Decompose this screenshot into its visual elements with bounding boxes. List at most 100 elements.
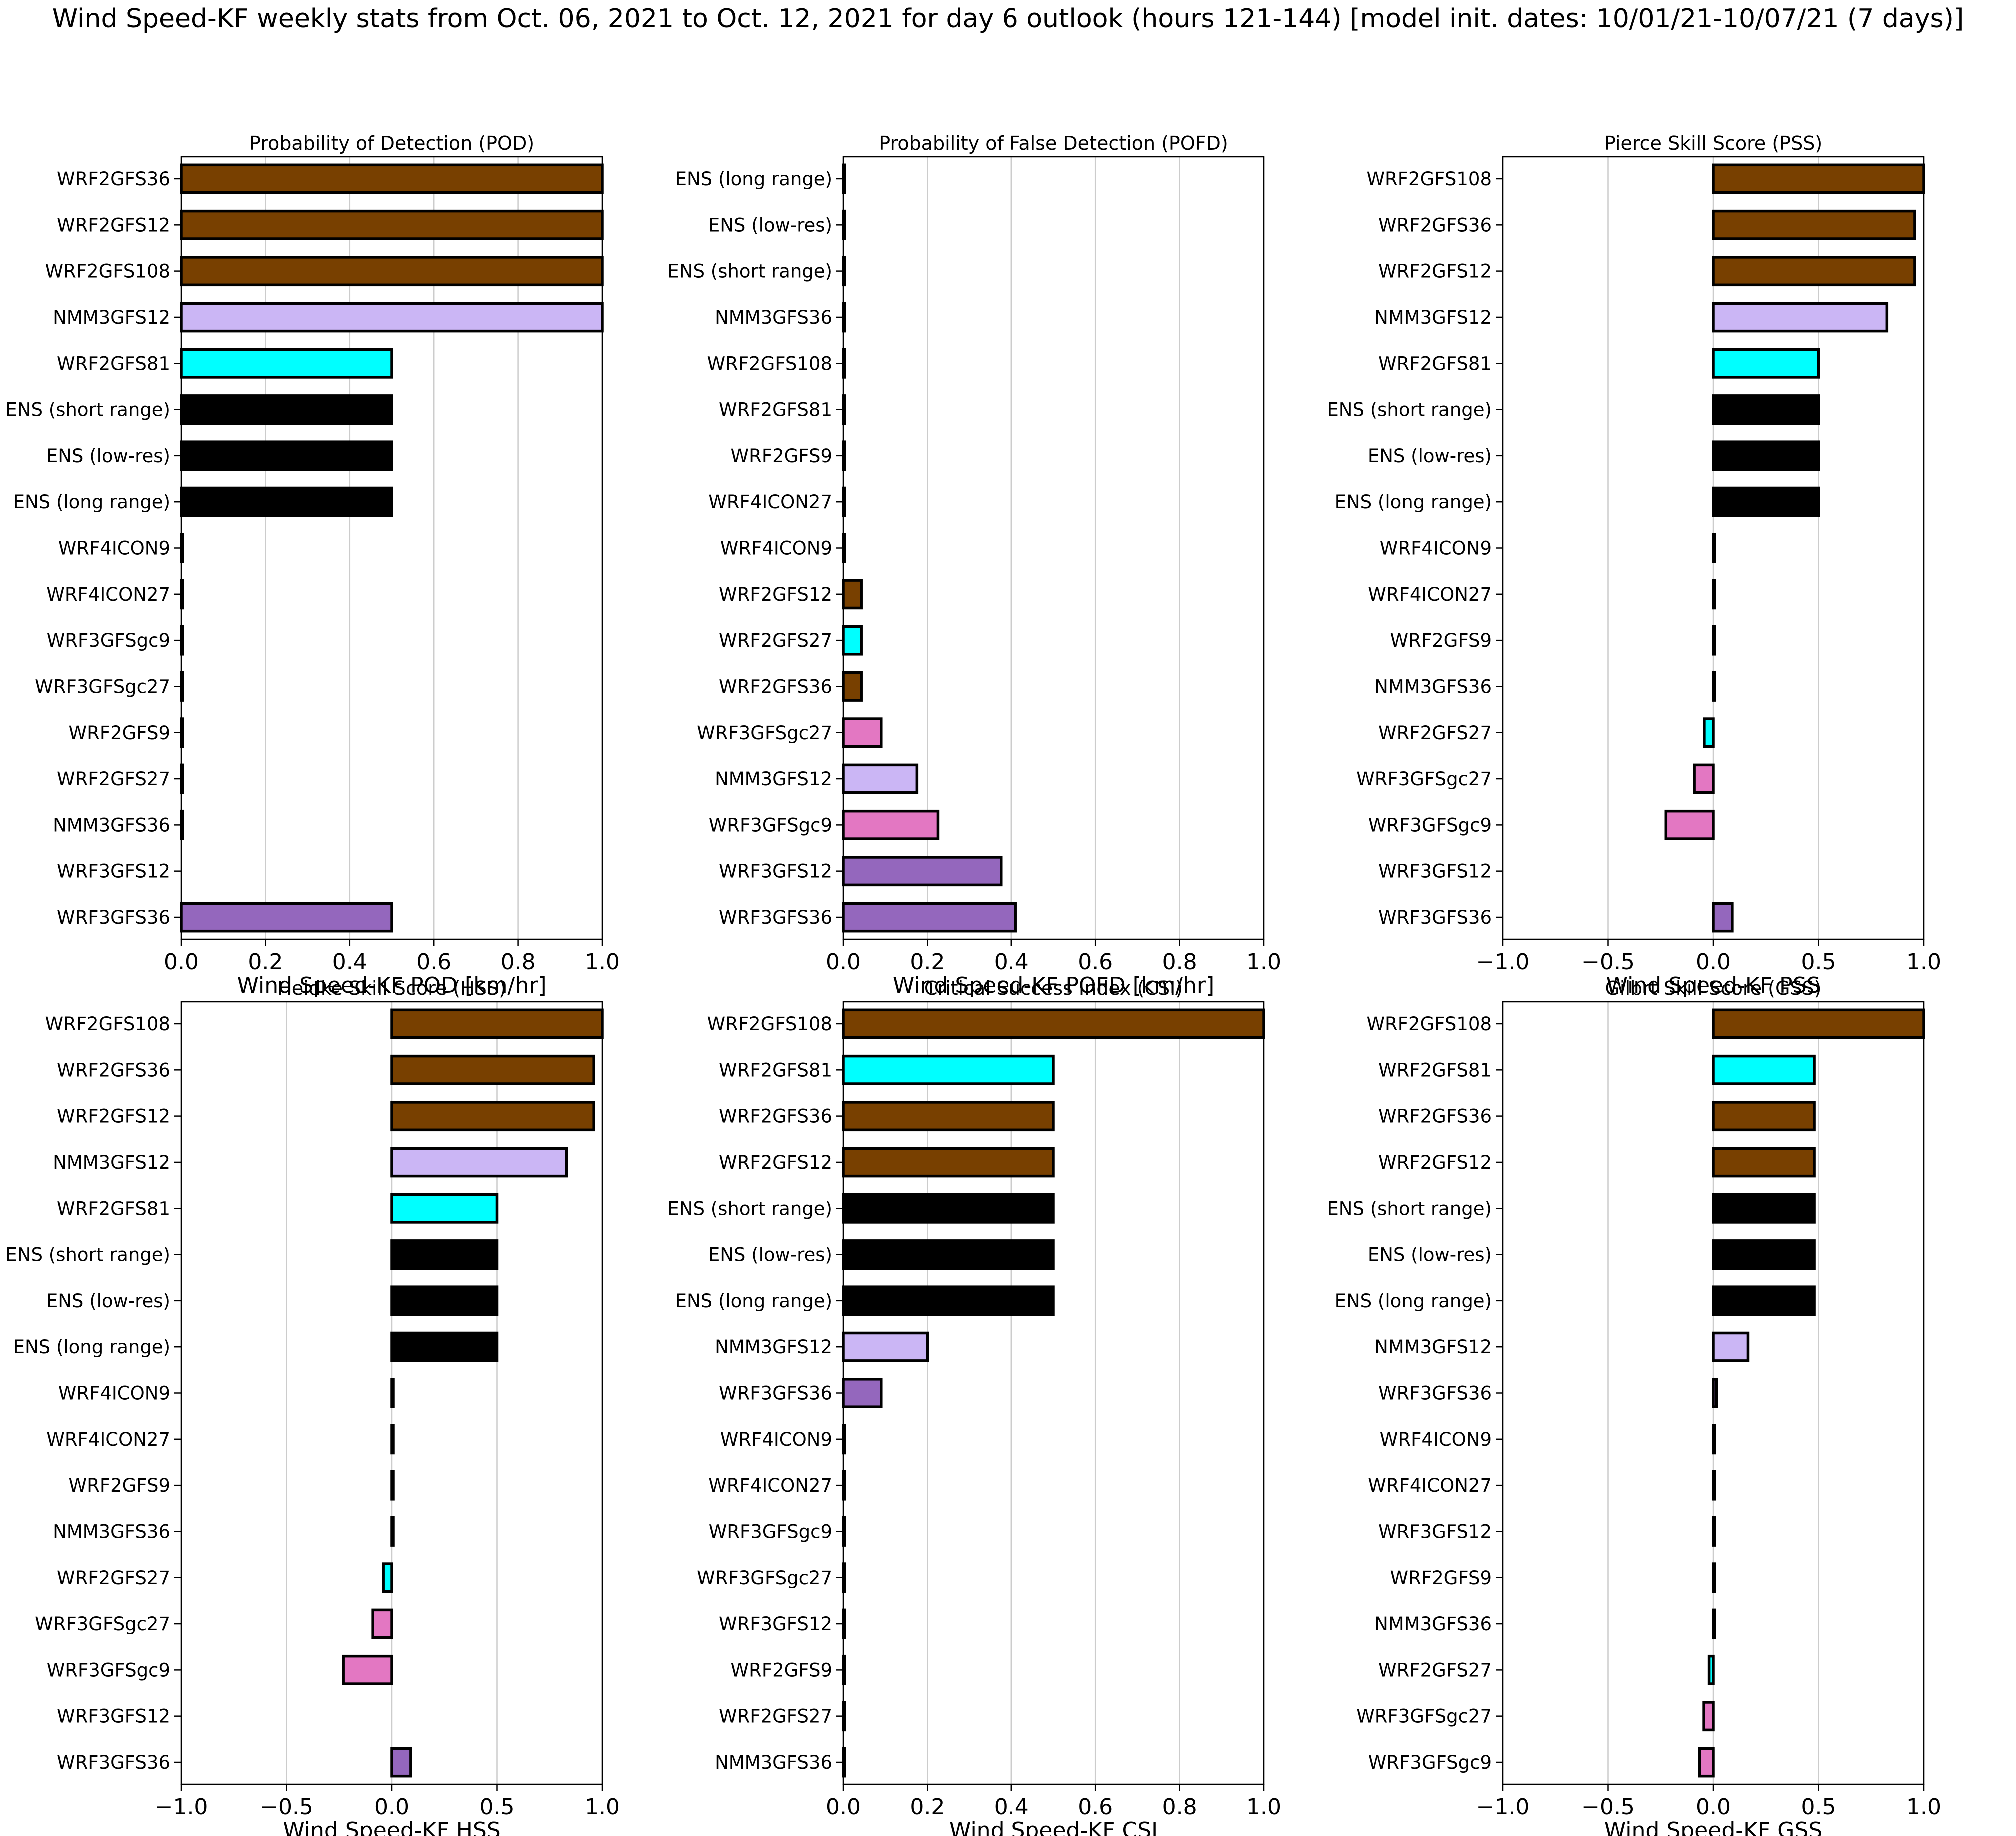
y-tick-label: WRF2GFS12 [719,584,832,605]
y-tick-label: WRF3GFS36 [719,907,832,928]
bar [180,348,393,379]
y-tick-label: WRF2GFS12 [57,214,170,236]
bar [1712,1285,1816,1316]
y-tick-label: WRF3GFSgc9 [1368,814,1492,836]
x-tick-label: 0.4 [332,949,367,975]
y-tick-label: ENS (short range) [1327,399,1492,421]
bar [382,1562,393,1593]
bar [1712,1101,1816,1132]
bar [1712,348,1820,379]
bar [1712,1562,1716,1593]
axes-frame [842,156,1265,940]
y-tick-label: WRF2GFS27 [57,1567,170,1589]
y-tick-label: WRF2GFS81 [719,399,832,421]
y-tick-label: WRF4ICON9 [1380,538,1492,559]
y-tick-label: WRF4ICON27 [46,1429,170,1450]
bar [842,809,940,840]
y-tick-label: WRF2GFS9 [731,445,832,467]
bar [842,1193,1055,1224]
y-tick-label: NMM3GFS36 [53,814,170,836]
x-tick-label: 0.5 [1801,949,1836,975]
x-tick-label: 1.0 [585,949,620,975]
y-tick-label: WRF3GFS36 [57,907,170,928]
bar [390,1516,395,1547]
y-tick-label: WRF2GFS36 [57,168,170,190]
bar [390,1239,499,1270]
bar [842,1054,1055,1085]
panel-title: Probability of False Detection (POFD) [879,132,1228,154]
x-tick-label: 0.0 [1696,1794,1731,1820]
y-tick-label: WRF3GFSgc27 [697,722,832,744]
panel-4: WRF2GFS108 WRF2GFS36 WRF2GFS12 NMM3GFS12 WRF… [5,977,620,1836]
bar [180,440,393,471]
y-tick-label: ENS (short range) [667,261,832,282]
x-tick-label: 0.2 [910,949,945,975]
y-tick-label: WRF4ICON27 [708,1475,832,1496]
y-tick-label: WRF3GFSgc9 [47,1659,170,1681]
y-tick-label: WRF3GFSgc9 [709,814,832,836]
bar [1712,163,1925,194]
bar [180,902,393,933]
y-tick-label: ENS (short range) [5,1244,170,1266]
x-tick-label: 0.4 [994,1794,1029,1820]
y-tick-label: WRF3GFSgc27 [35,676,170,697]
y-tick-label: NMM3GFS36 [53,1521,170,1542]
x-axis-label: Wind Speed-KF CSI [949,1818,1158,1836]
bar [1712,579,1716,610]
bar [1712,1378,1718,1408]
bar [180,394,393,425]
x-axis-label: Wind Speed-KF POFD [km/hr] [893,973,1214,998]
y-tick-label: WRF2GFS12 [719,1152,832,1173]
y-tick-label: WRF2GFS36 [719,1106,832,1127]
y-tick-label: WRF2GFS9 [1390,630,1492,651]
x-tick-label: 1.0 [585,1794,620,1820]
y-tick-label: NMM3GFS36 [1374,676,1492,697]
y-tick-label: ENS (long range) [1335,491,1492,513]
y-tick-label: WRF2GFS36 [1378,214,1492,236]
y-tick-label: ENS (long range) [675,168,832,190]
bar [1712,256,1916,287]
bar [1712,1054,1816,1085]
y-tick-label: WRF3GFSgc27 [697,1567,832,1589]
y-tick-label: WRF4ICON27 [46,584,170,605]
panel-title: Probability of Detection (POD) [249,132,534,154]
y-tick-label: WRF2GFS108 [45,1013,170,1035]
x-tick-label: 0.6 [1078,1794,1113,1820]
x-tick-label: 0.2 [248,949,283,975]
x-tick-label: 0.0 [826,1794,861,1820]
x-axis-label: Wind Speed-KF PSS [1606,973,1821,998]
bar [180,256,604,287]
figure-suptitle: Wind Speed-KF weekly stats from Oct. 06,… [52,4,1964,34]
bar [842,671,863,702]
x-axis-label: Wind Speed-KF POD [km/hr] [237,973,546,998]
y-tick-label: NMM3GFS12 [53,1152,170,1173]
bar [180,209,604,240]
bar [1703,717,1715,748]
bar [390,1747,412,1778]
y-tick-label: WRF3GFS36 [57,1752,170,1773]
bar [842,625,863,656]
bar [1712,1147,1816,1178]
y-tick-label: WRF2GFS36 [719,676,832,697]
bar [842,1008,1265,1039]
x-tick-label: 0.5 [480,1794,515,1820]
y-tick-label: WRF3GFS12 [57,1706,170,1727]
y-tick-label: WRF3GFS36 [719,1383,832,1404]
y-tick-label: WRF3GFSgc9 [709,1521,832,1542]
bar [842,1285,1055,1316]
panel-title: Heidke Skill Score (HSS) [277,977,506,999]
y-tick-label: NMM3GFS36 [715,1752,832,1773]
y-tick-label: WRF4ICON9 [720,1429,832,1450]
y-tick-label: WRF2GFS27 [1378,722,1492,744]
y-tick-label: ENS (short range) [667,1198,832,1219]
y-tick-label: WRF3GFSgc9 [1368,1752,1492,1773]
bar [1712,302,1889,333]
x-tick-label: −0.5 [260,1794,313,1820]
y-tick-label: NMM3GFS12 [53,307,170,328]
x-tick-label: 0.0 [1696,949,1731,975]
y-tick-label: ENS (low-res) [1368,445,1492,467]
x-tick-label: 0.8 [1162,1794,1197,1820]
bar [842,856,1003,887]
bar [1712,394,1820,425]
